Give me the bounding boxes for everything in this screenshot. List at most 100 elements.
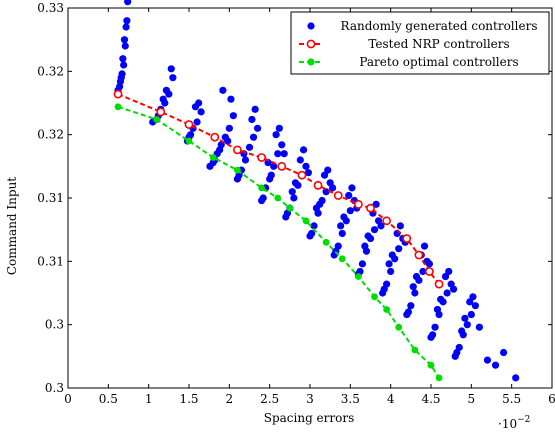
random-controller-point: [123, 17, 131, 25]
random-controller-point: [340, 213, 348, 221]
random-controller-point: [249, 133, 258, 141]
nrp-point: [156, 107, 166, 117]
random-controller-point: [274, 150, 282, 158]
nrp-point: [277, 161, 287, 171]
x-tick-label: 1: [145, 392, 153, 406]
nrp-point: [297, 170, 307, 180]
pareto-point: [185, 137, 193, 145]
x-tick-label: 0: [64, 392, 72, 406]
nrp-point: [402, 234, 412, 243]
random-controller-point: [304, 169, 312, 177]
pareto-point: [427, 361, 435, 369]
legend-marker: [306, 39, 316, 49]
random-controller-point: [120, 36, 129, 44]
random-controller-point: [124, 0, 132, 6]
random-controller-point: [195, 99, 203, 107]
random-controller-point: [433, 305, 442, 314]
random-controller-point: [316, 200, 324, 208]
random-controller-point: [420, 242, 429, 250]
random-controller-point: [483, 356, 492, 364]
legend: Randomly generated controllers Tested NRP…: [290, 11, 550, 75]
random-controller-point: [377, 222, 385, 230]
pareto-point: [338, 255, 346, 263]
nrp-point: [333, 191, 343, 200]
random-controller-point: [380, 285, 388, 293]
random-controller-point: [253, 124, 262, 132]
nrp-point: [113, 89, 123, 99]
random-controller-point: [475, 323, 483, 331]
x-axis-multiplier-exponent: −2: [517, 415, 530, 425]
random-controller-point: [469, 293, 477, 301]
x-tick-label: 4: [387, 392, 395, 406]
pareto-point: [234, 166, 241, 174]
y-tick-label: 0.3: [45, 318, 64, 332]
nrp-point: [353, 199, 363, 209]
pareto-point: [153, 116, 161, 123]
y-tick-label: 0.32: [37, 128, 64, 142]
random-controller-point: [431, 323, 439, 331]
random-controller-point: [348, 184, 356, 192]
random-controller-point: [264, 158, 272, 167]
random-controller-point: [206, 162, 214, 170]
y-axis-title: Command Input: [5, 177, 19, 275]
y-tick-label: 0.3: [45, 381, 64, 395]
random-controller-point: [388, 251, 396, 259]
random-controller-point: [458, 327, 466, 335]
random-controller-point: [395, 245, 403, 253]
random-controller-point: [467, 310, 475, 319]
random-controller-point: [443, 289, 451, 297]
random-controller-point: [471, 302, 479, 310]
legend-label: Pareto optimal controllers: [359, 55, 518, 69]
x-tick-label: 3.5: [341, 392, 360, 406]
axes-layer: 0 0.5 1 1.5 2 2.5 3 3.5 4 4.5 5 5.5 6 0.3 0.3 0.31 0.31 0…: [37, 1, 555, 406]
random-controller-point: [193, 118, 201, 126]
x-tick-label: 4.5: [421, 392, 440, 406]
nrp-point: [257, 153, 266, 162]
random-controller-point: [219, 86, 227, 94]
random-controller-point: [370, 226, 379, 234]
random-controller-point: [429, 331, 437, 339]
random-controller-point: [251, 105, 259, 113]
random-controller-point: [364, 232, 372, 240]
random-controller-point: [461, 314, 469, 322]
random-controller-point: [463, 321, 471, 329]
y-tick-label: 0.31: [37, 191, 64, 205]
x-tick-label: 2.5: [260, 392, 279, 406]
random-controller-point: [227, 95, 235, 103]
pareto-point: [383, 306, 391, 313]
x-tick-label: 2: [226, 392, 234, 406]
random-controller-point: [291, 179, 300, 187]
x-tick-label: 5.5: [502, 392, 521, 406]
random-controller-point: [280, 150, 288, 158]
y-tick-label: 0.31: [37, 254, 64, 268]
random-controller-point: [412, 272, 421, 281]
random-controller-point: [229, 112, 237, 120]
random-controller-point: [338, 229, 346, 238]
legend-marker: [307, 22, 315, 30]
random-controller-point: [322, 188, 330, 196]
random-controller-point: [308, 229, 316, 238]
random-controller-point: [167, 65, 175, 73]
legend-label: Randomly generated controllers: [341, 19, 538, 33]
x-tick-label: 1.5: [179, 392, 198, 406]
legend-label: Tested NRP controllers: [368, 37, 509, 51]
pareto-point: [322, 238, 330, 246]
nrp-point: [232, 145, 242, 155]
random-controller-point: [288, 188, 296, 196]
pareto-point: [355, 273, 362, 280]
random-controller-point: [358, 260, 367, 268]
random-controller-point: [197, 108, 205, 116]
random-controller-point: [216, 146, 224, 154]
random-controller-point: [500, 348, 508, 357]
random-controller-point: [404, 308, 413, 316]
random-controller-point: [396, 222, 404, 230]
nrp-point: [184, 120, 194, 129]
random-controller-point: [491, 361, 500, 369]
pareto-point: [395, 323, 403, 331]
random-controller-point: [345, 191, 353, 200]
random-controller-point: [299, 146, 308, 154]
nrp-point: [313, 180, 323, 190]
random-controller-point: [453, 348, 461, 357]
pareto-point: [258, 184, 265, 192]
